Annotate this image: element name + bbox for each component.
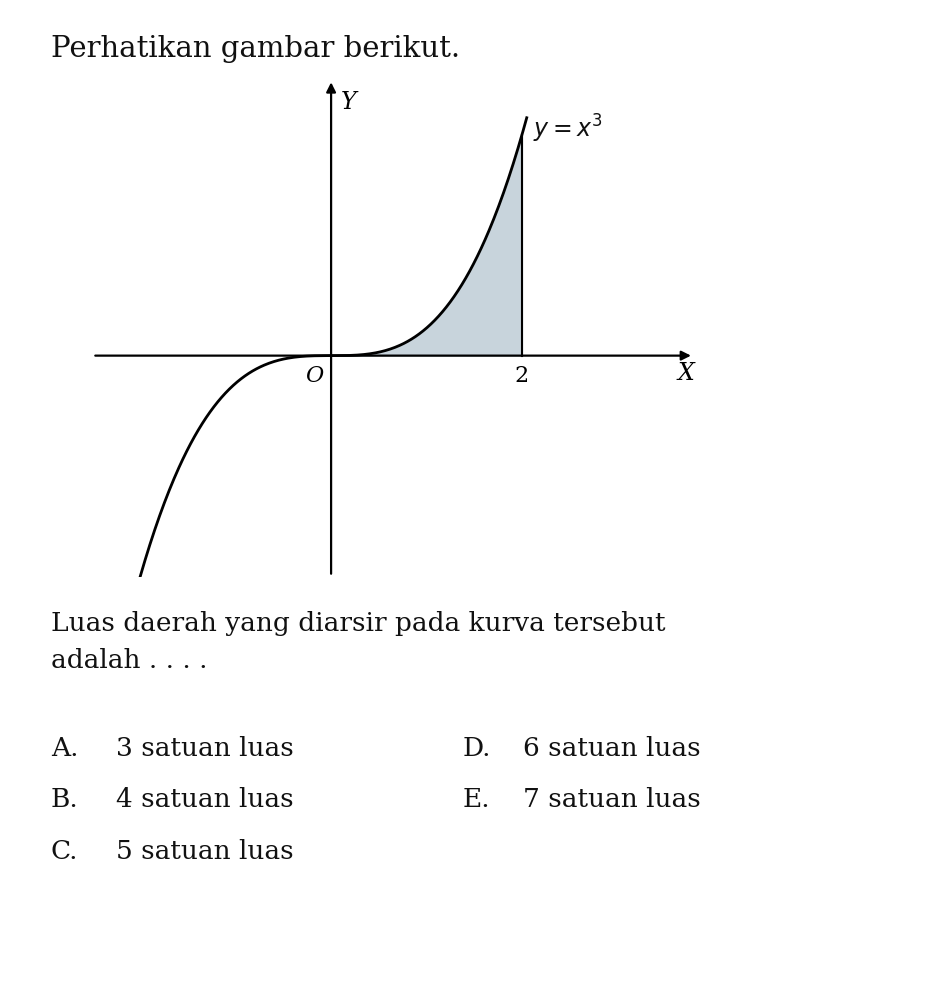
Text: A.: A. xyxy=(51,736,79,760)
Text: 3 satuan luas: 3 satuan luas xyxy=(116,736,293,760)
Text: 4 satuan luas: 4 satuan luas xyxy=(116,787,293,812)
Text: O: O xyxy=(305,366,323,388)
Text: $y = x^3$: $y = x^3$ xyxy=(534,112,603,145)
Text: B.: B. xyxy=(51,787,79,812)
Text: Luas daerah yang diarsir pada kurva tersebut
adalah . . . .: Luas daerah yang diarsir pada kurva ters… xyxy=(51,611,665,673)
Text: C.: C. xyxy=(51,839,79,864)
Text: 7 satuan luas: 7 satuan luas xyxy=(523,787,700,812)
Text: X: X xyxy=(678,362,695,385)
Text: E.: E. xyxy=(462,787,490,812)
Text: Y: Y xyxy=(340,90,356,113)
Text: 5 satuan luas: 5 satuan luas xyxy=(116,839,293,864)
Text: 6 satuan luas: 6 satuan luas xyxy=(523,736,700,760)
Text: D.: D. xyxy=(462,736,491,760)
Text: 2: 2 xyxy=(515,366,529,388)
Text: Perhatikan gambar berikut.: Perhatikan gambar berikut. xyxy=(51,35,460,63)
